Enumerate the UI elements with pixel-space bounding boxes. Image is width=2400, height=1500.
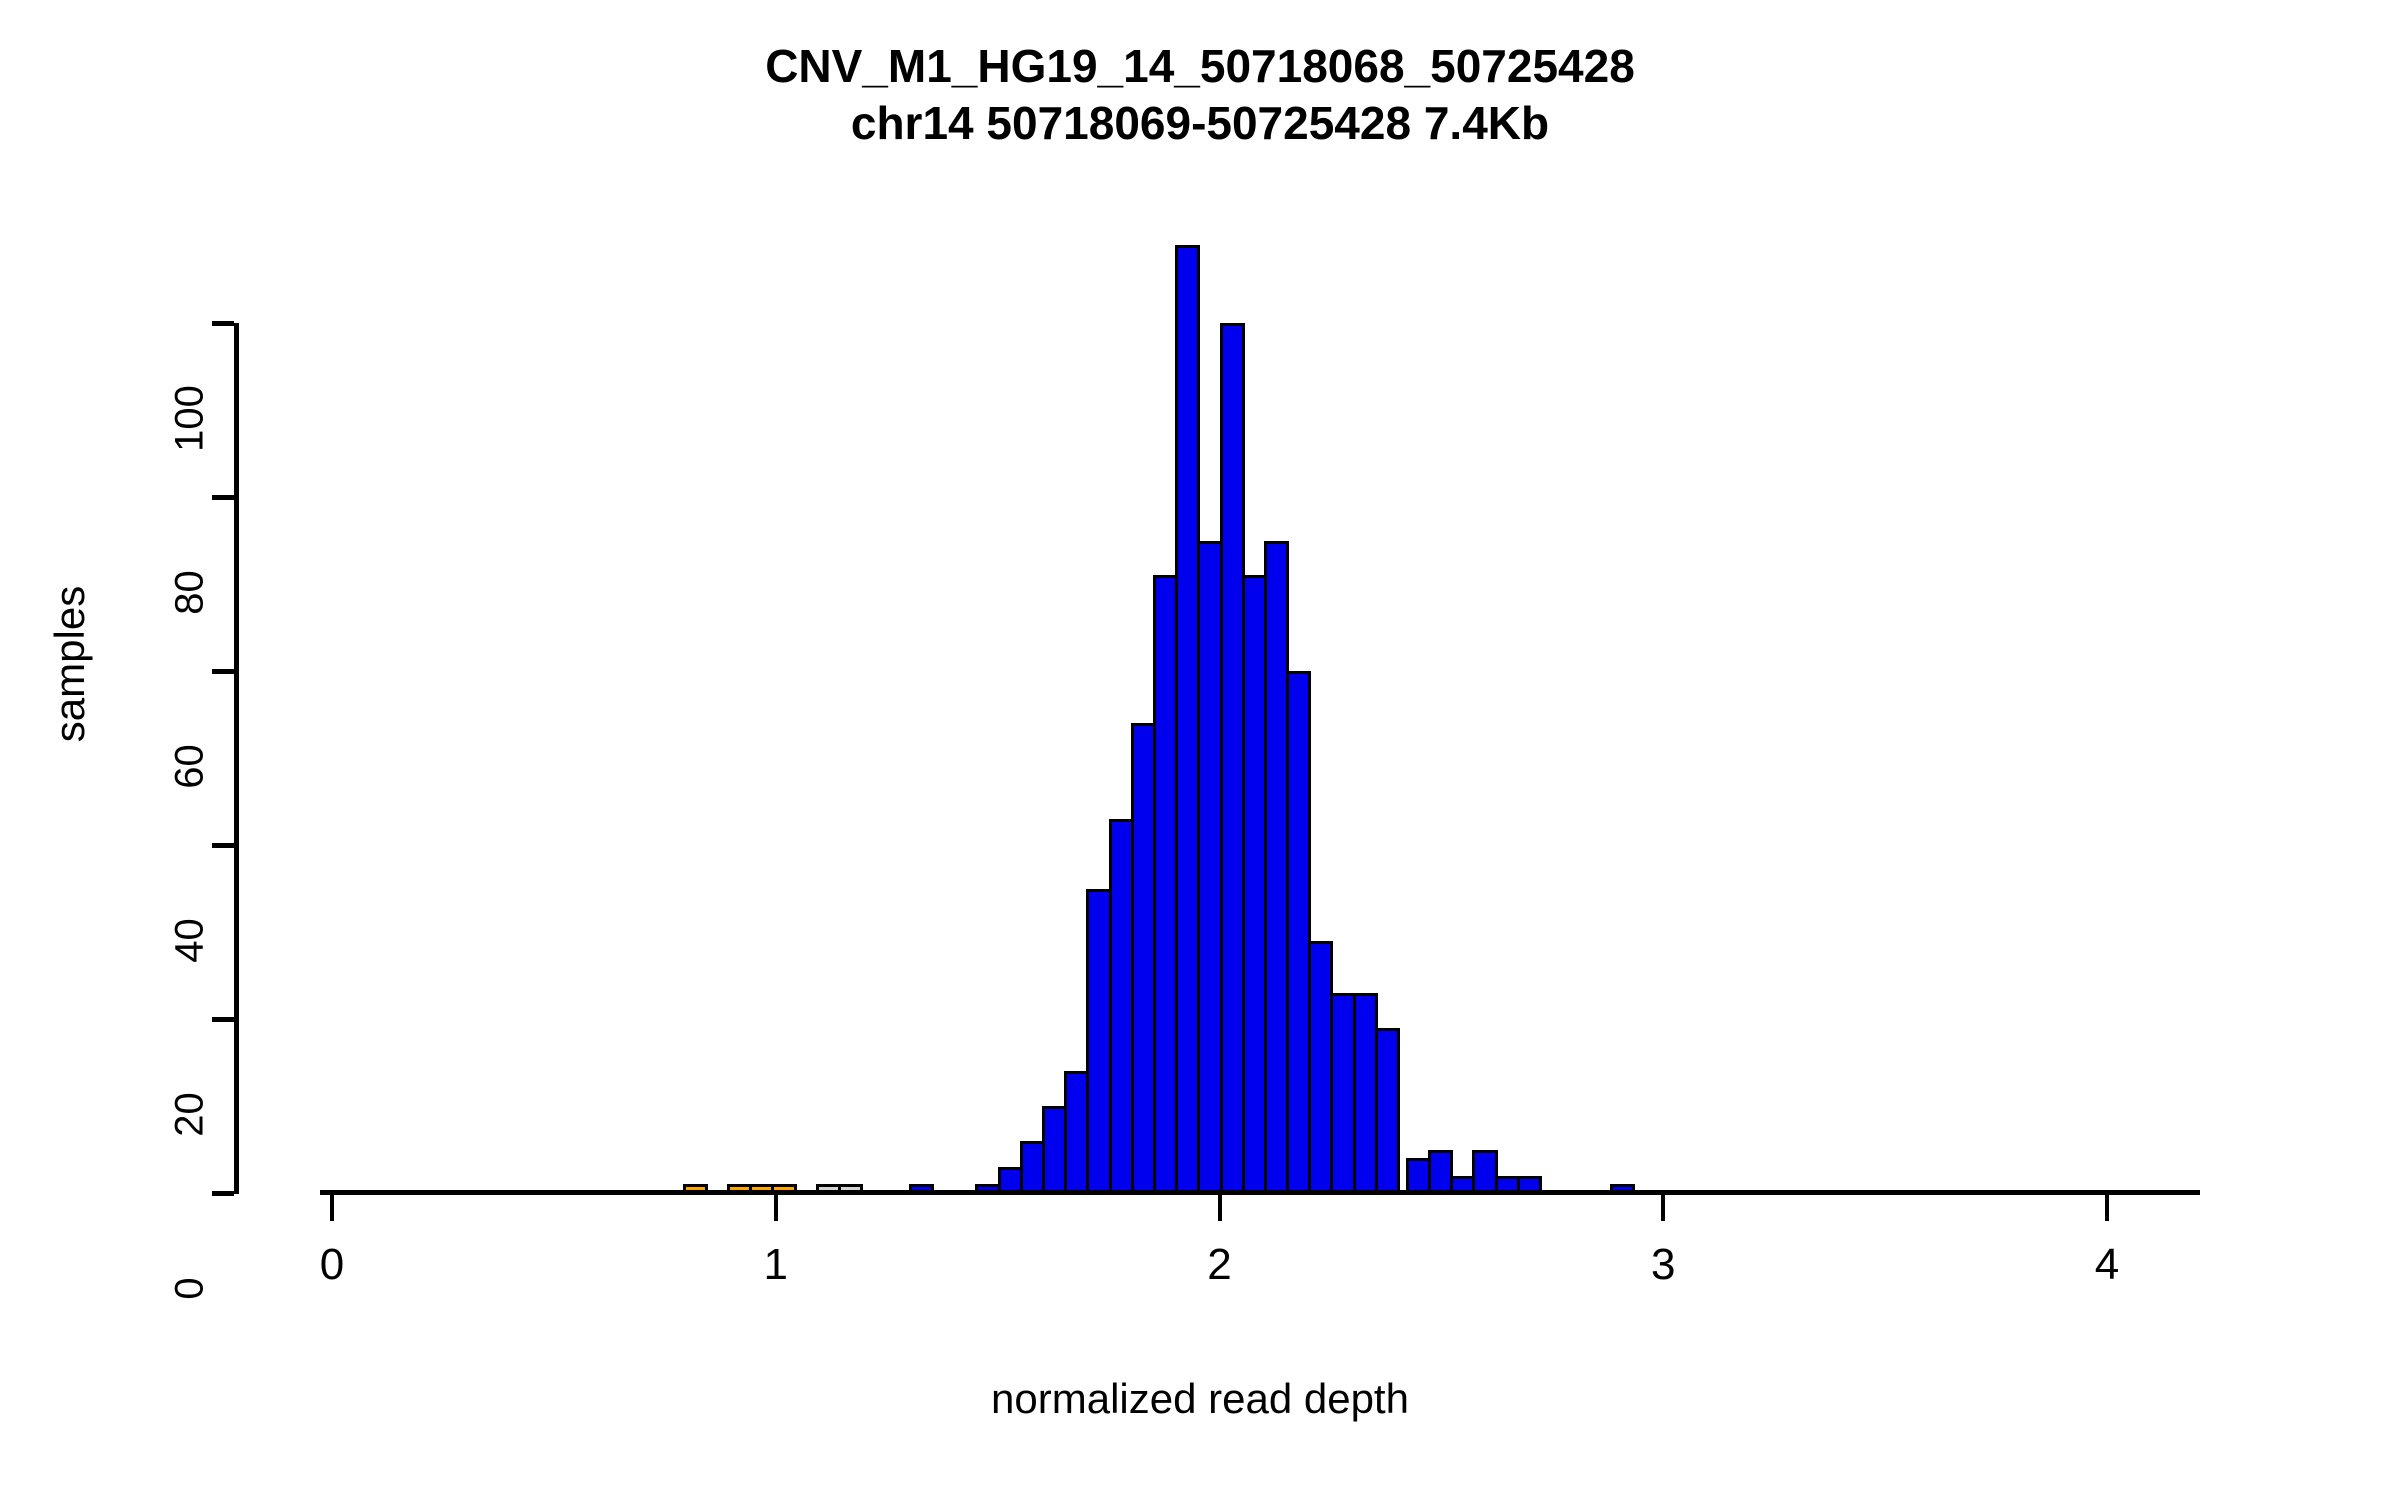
y-axis-tick-label: 0 — [167, 1277, 212, 1300]
x-axis-tick-label: 4 — [2094, 1240, 2120, 1289]
chart-title-line-2: chr14 50718069-50725428 7.4Kb — [850, 97, 1550, 149]
histogram-bar — [1130, 723, 1156, 1195]
chart-title-line-1: CNV_M1_HG19_14_50718068_50725428 — [765, 40, 1635, 92]
y-axis-tick-label: 20 — [167, 1092, 212, 1137]
y-axis-tick — [212, 495, 234, 500]
x-axis-tick-label: 3 — [1651, 1240, 1676, 1289]
x-axis-tick — [330, 1195, 334, 1221]
x-axis-tick — [773, 1195, 778, 1221]
y-axis-tick-label: 40 — [167, 918, 212, 963]
histogram-bar — [1428, 1149, 1454, 1195]
histogram-bar — [1286, 671, 1312, 1195]
chart-title: CNV_M1_HG19_14_50718068_50725428 chr14 5… — [0, 38, 2400, 152]
x-axis-tick — [1661, 1195, 1666, 1221]
x-axis-tick-label: 2 — [1207, 1240, 1232, 1289]
y-axis-line — [234, 323, 239, 1194]
y-axis-tick — [212, 321, 234, 326]
y-axis-tick — [212, 669, 234, 674]
x-axis-label: normalized read depth — [991, 1375, 1409, 1422]
histogram-bar — [1241, 575, 1267, 1195]
x-axis-tick-label: 1 — [763, 1240, 788, 1289]
y-axis-tick — [212, 1017, 234, 1022]
y-axis-tick — [212, 843, 234, 848]
histogram-bar — [1374, 1027, 1400, 1195]
histogram-bar — [1330, 992, 1356, 1195]
y-axis-tick — [212, 1191, 234, 1196]
x-axis-tick — [1217, 1195, 1222, 1221]
y-axis-tick-label: 100 — [167, 385, 212, 452]
x-axis-tick-label: 0 — [319, 1240, 345, 1289]
y-axis-tick-label: 60 — [167, 744, 212, 789]
y-axis-label: samples — [46, 585, 93, 743]
y-axis-tick-label: 80 — [167, 570, 212, 615]
x-axis-tick — [2105, 1195, 2109, 1221]
x-axis-line — [320, 1190, 2200, 1195]
